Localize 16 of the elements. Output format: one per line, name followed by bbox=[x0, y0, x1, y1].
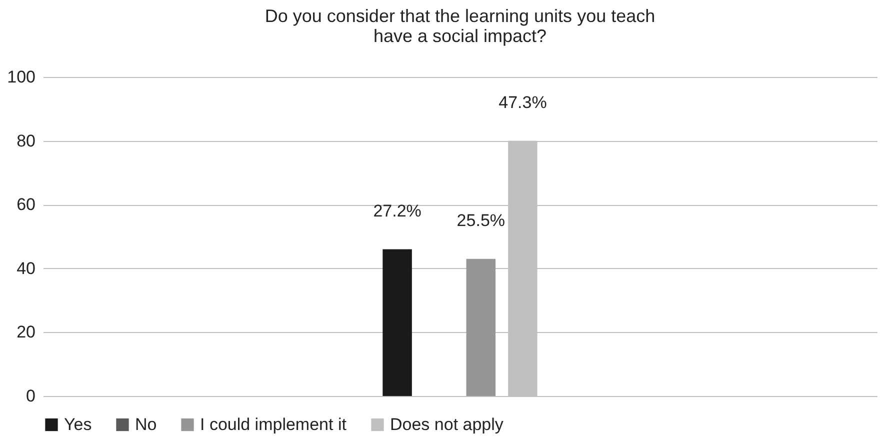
annotation: 47.3% bbox=[498, 92, 547, 112]
bar bbox=[382, 249, 412, 396]
legend-label: Yes bbox=[64, 414, 92, 434]
chart-title: Do you consider that the learning units you teach have a social impact? bbox=[264, 6, 656, 46]
y-tick-label: 40 bbox=[16, 258, 36, 278]
annotation: 25.5% bbox=[456, 210, 506, 230]
y-tick-label: 80 bbox=[16, 131, 36, 150]
y-tick-label: 20 bbox=[16, 322, 36, 342]
y-tick-label: 0 bbox=[26, 386, 36, 406]
legend-label: No bbox=[135, 414, 157, 434]
legend-label: Does not apply bbox=[390, 414, 504, 434]
bar bbox=[466, 258, 496, 396]
y-tick-label: 100 bbox=[7, 68, 36, 86]
annotation: 27.2% bbox=[373, 201, 422, 220]
legend-label: I could implement it bbox=[200, 414, 347, 434]
y-tick-label: 60 bbox=[16, 195, 36, 214]
